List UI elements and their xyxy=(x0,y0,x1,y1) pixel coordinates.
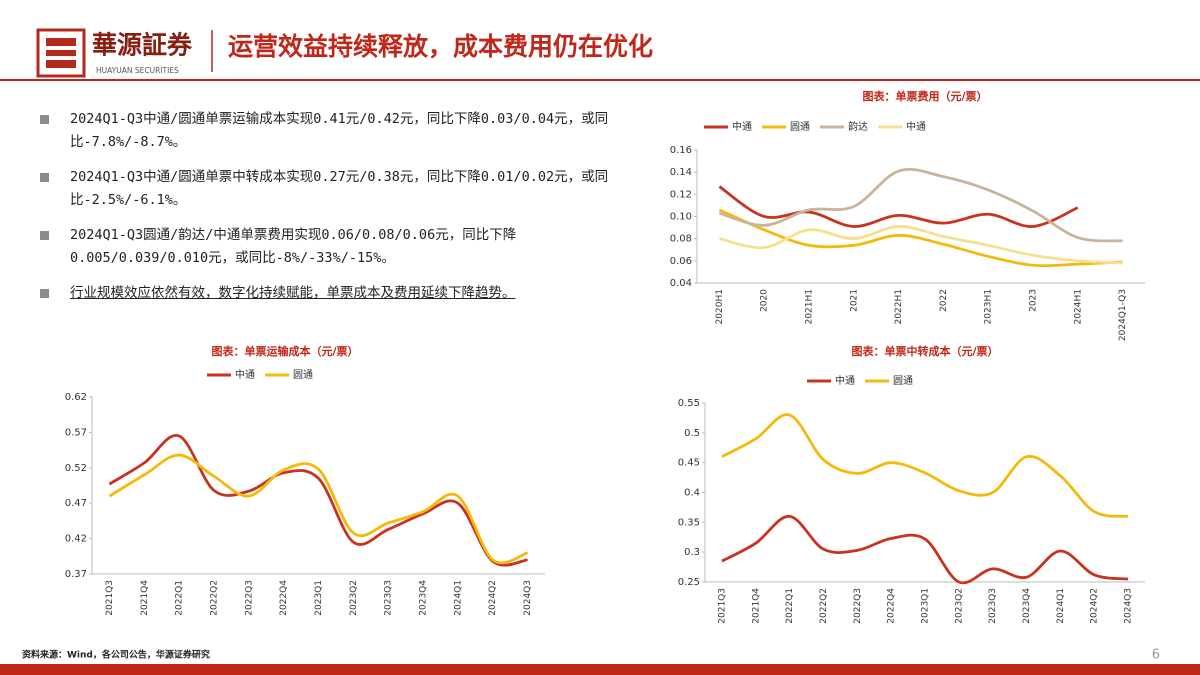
y-tick-label: 0.12 xyxy=(670,189,692,200)
x-tick-label: 2022Q3 xyxy=(244,580,254,616)
x-tick-label: 2021Q4 xyxy=(751,588,761,624)
chart-title: 图表：单票中转成本（元/票） xyxy=(851,344,998,358)
y-tick-label: 0.42 xyxy=(65,534,87,545)
chart-title: 图表：单票费用（元/票） xyxy=(862,89,987,103)
series-line xyxy=(721,413,1129,518)
x-tick-label: 2020H1 xyxy=(715,289,725,324)
x-tick-label: 2022Q1 xyxy=(175,580,185,616)
x-tick-label: 2021 xyxy=(849,289,859,312)
legend-label: 中通 xyxy=(906,120,926,133)
x-tick-label: 2022Q4 xyxy=(887,588,897,624)
y-tick-label: 0.37 xyxy=(65,569,87,580)
y-tick-label: 0.62 xyxy=(65,392,87,403)
x-tick-label: 2023 xyxy=(1029,289,1039,312)
x-tick-label: 2022 xyxy=(939,289,949,312)
series-line xyxy=(721,514,1129,585)
legend-label: 圆通 xyxy=(893,375,913,387)
x-tick-label: 2023Q1 xyxy=(921,588,931,624)
series-line xyxy=(108,434,528,567)
legend-label: 韵达 xyxy=(848,120,868,133)
y-tick-label: 0.55 xyxy=(678,398,700,409)
bullet-text: 行业规模效应依然有效，数字化持续赋能，单票成本及费用延续下降趋势。 xyxy=(70,285,516,301)
chart-title: 图表：单票运输成本（元/票） xyxy=(211,344,358,358)
bullet: 行业规模效应依然有效，数字化持续赋能，单票成本及费用延续下降趋势。 xyxy=(40,282,650,305)
x-tick-label: 2023Q3 xyxy=(988,588,998,624)
x-tick-label: 2022H1 xyxy=(894,289,904,324)
y-tick-label: 0.16 xyxy=(670,145,692,156)
x-tick-label: 2023Q1 xyxy=(314,580,324,616)
legend-label: 中通 xyxy=(732,120,752,133)
y-tick-label: 0.08 xyxy=(670,234,692,245)
logo-text: 華源証券 xyxy=(92,31,193,60)
x-tick-label: 2023H1 xyxy=(984,289,994,324)
bullet: 2024Q1-Q3中通/圆通单票中转成本实现0.27元/0.38元，同比下降0.… xyxy=(40,166,650,212)
series-line xyxy=(719,225,1123,265)
bullet-text: 2024Q1-Q3中通/圆通单票中转成本实现0.27元/0.38元，同比下降0.… xyxy=(70,169,609,208)
slide-title: 运营效益持续释放，成本费用仍在优化 xyxy=(228,32,653,61)
x-tick-label: 2023Q2 xyxy=(954,588,964,624)
logo-icon xyxy=(36,28,86,78)
footer-bar xyxy=(0,664,1200,675)
x-tick-label: 2022Q2 xyxy=(209,580,219,616)
y-tick-label: 0.5 xyxy=(684,428,700,439)
y-tick-label: 0.57 xyxy=(65,427,87,438)
x-tick-label: 2024Q1 xyxy=(1056,588,1066,624)
bullet: 2024Q1-Q3中通/圆通单票运输成本实现0.41元/0.42元，同比下降0.… xyxy=(40,108,650,154)
y-tick-label: 0.14 xyxy=(670,167,692,178)
bullet-text: 2024Q1-Q3圆通/韵达/中通单票费用实现0.06/0.08/0.06元，同… xyxy=(70,227,517,266)
logo-sub: HUAYUAN SECURITIES xyxy=(96,66,179,75)
x-tick-label: 2024Q3 xyxy=(1124,588,1134,624)
y-tick-label: 0.3 xyxy=(684,547,700,558)
x-tick-label: 2023Q3 xyxy=(384,580,394,616)
x-tick-label: 2024Q1 xyxy=(453,580,463,616)
y-tick-label: 0.06 xyxy=(670,256,692,267)
y-tick-label: 0.10 xyxy=(670,212,692,223)
y-tick-label: 0.4 xyxy=(684,488,700,499)
series-line xyxy=(718,185,1079,228)
y-tick-label: 0.35 xyxy=(678,517,700,528)
x-tick-label: 2023Q4 xyxy=(419,580,429,616)
x-tick-label: 2023Q4 xyxy=(1022,588,1032,624)
source: 资料来源：Wind，各公司公告，华源证券研究 xyxy=(22,649,210,661)
y-tick-label: 0.04 xyxy=(670,278,692,289)
x-tick-label: 2022Q1 xyxy=(785,588,795,624)
y-tick-label: 0.25 xyxy=(678,577,700,588)
y-tick-label: 0.47 xyxy=(65,498,87,509)
legend-label: 中通 xyxy=(835,374,855,387)
legend-label: 圆通 xyxy=(293,369,313,381)
y-tick-label: 0.52 xyxy=(65,463,87,474)
x-tick-label: 2021Q3 xyxy=(105,580,115,616)
bullet: 2024Q1-Q3圆通/韵达/中通单票费用实现0.06/0.08/0.06元，同… xyxy=(40,224,650,270)
x-tick-label: 2024Q3 xyxy=(523,580,533,616)
bullet-text: 2024Q1-Q3中通/圆通单票运输成本实现0.41元/0.42元，同比下降0.… xyxy=(70,111,609,150)
x-tick-label: 2024Q2 xyxy=(1090,588,1100,624)
y-tick-label: 0.45 xyxy=(678,458,700,469)
series-line xyxy=(108,453,529,565)
x-tick-label: 2024H1 xyxy=(1073,289,1083,324)
x-tick-label: 2021Q4 xyxy=(140,580,150,616)
x-tick-label: 2021Q3 xyxy=(717,588,727,624)
x-tick-label: 2022Q4 xyxy=(279,580,289,616)
page-number: 6 xyxy=(1152,648,1160,663)
legend-label: 圆通 xyxy=(790,121,810,133)
x-tick-label: 2021H1 xyxy=(805,289,815,324)
x-tick-label: 2022Q2 xyxy=(819,588,829,624)
series-line xyxy=(718,167,1123,243)
x-tick-label: 2024Q1-Q3 xyxy=(1118,289,1128,341)
x-tick-label: 2022Q3 xyxy=(853,588,863,624)
x-tick-label: 2020 xyxy=(760,289,770,312)
legend-label: 中通 xyxy=(235,368,255,381)
x-tick-label: 2024Q2 xyxy=(488,580,498,616)
x-tick-label: 2023Q2 xyxy=(349,580,359,616)
